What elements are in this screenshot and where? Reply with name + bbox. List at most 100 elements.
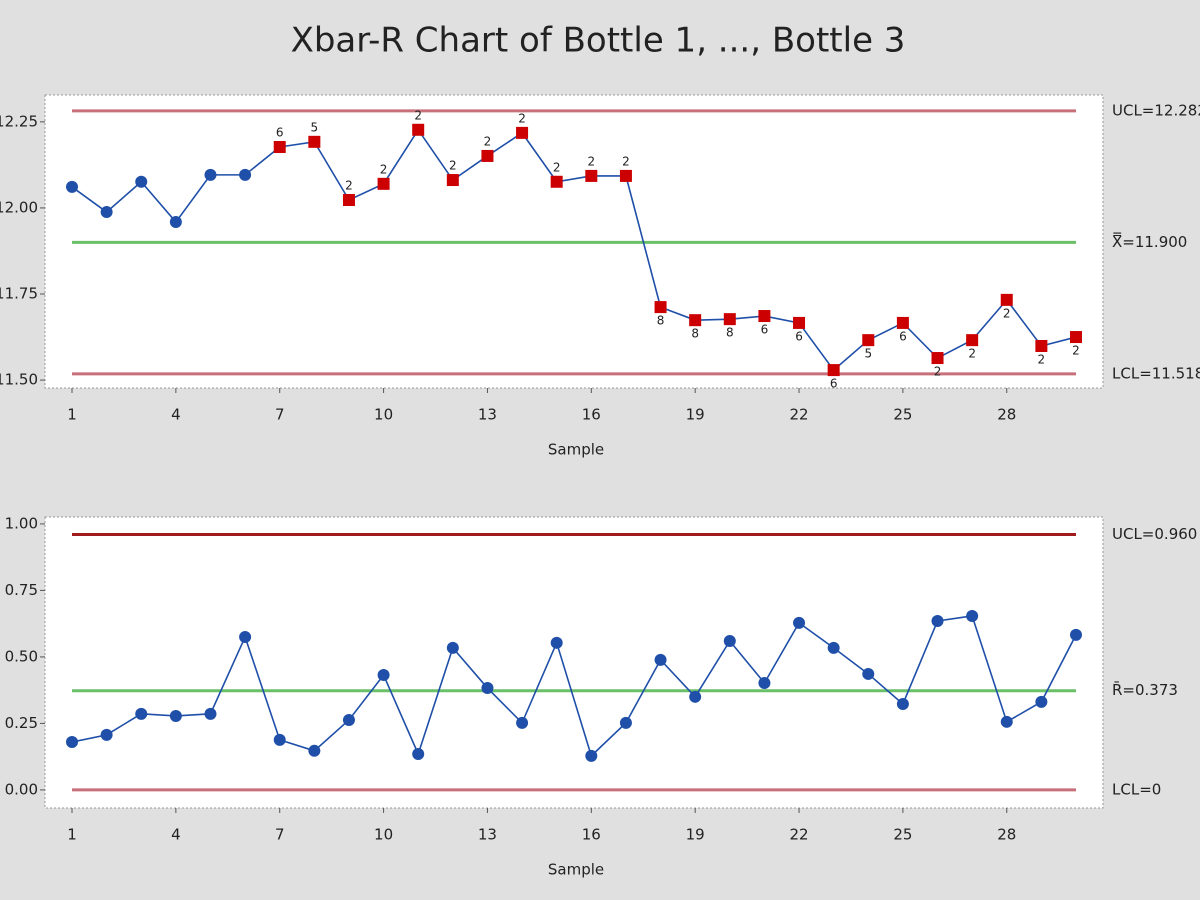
data-point xyxy=(723,634,736,647)
data-point xyxy=(100,728,113,741)
flagged-point xyxy=(966,334,979,347)
x-tick-label: 28 xyxy=(997,406,1016,424)
x-axis-label: Sample xyxy=(548,861,604,879)
x-tick-label: 19 xyxy=(686,406,705,424)
control-limit-label: X̿=11.900 xyxy=(1112,231,1187,251)
x-tick-label: 16 xyxy=(582,406,601,424)
control-limit-label: LCL=11.518 xyxy=(1112,364,1200,382)
x-tick-label: 16 xyxy=(582,826,601,844)
y-tick-label: 0.75 xyxy=(5,581,38,599)
y-tick-label: 12.00 xyxy=(0,198,38,216)
data-point xyxy=(1000,715,1013,728)
x-tick-label: 22 xyxy=(789,826,808,844)
flagged-point xyxy=(654,301,667,314)
flagged-point xyxy=(619,169,632,182)
x-tick-label: 25 xyxy=(893,826,912,844)
data-point xyxy=(862,667,875,680)
x-tick-label: 13 xyxy=(478,406,497,424)
flag-label: 2 xyxy=(553,160,561,174)
flagged-point xyxy=(516,126,529,139)
flag-label: 8 xyxy=(726,326,734,340)
flagged-point xyxy=(308,135,321,148)
control-limit-label: UCL=12.282 xyxy=(1112,101,1200,119)
flag-label: 5 xyxy=(864,347,872,361)
flag-label: 8 xyxy=(657,314,665,328)
flagged-point xyxy=(827,364,840,377)
y-tick-label: 11.50 xyxy=(0,371,38,389)
data-point xyxy=(689,690,702,703)
chart-title: Xbar-R Chart of Bottle 1, ..., Bottle 3 xyxy=(291,21,906,61)
y-tick-label: 0.25 xyxy=(5,714,38,732)
data-point xyxy=(66,180,79,193)
data-point xyxy=(239,630,252,643)
flag-label: 6 xyxy=(830,377,838,391)
control-limit-label: UCL=0.960 xyxy=(1112,525,1197,543)
flagged-point xyxy=(896,316,909,329)
x-tick-label: 19 xyxy=(686,826,705,844)
x-tick-label: 13 xyxy=(478,826,497,844)
data-point xyxy=(931,615,944,628)
data-point xyxy=(66,736,79,749)
y-tick-label: 1.00 xyxy=(5,514,38,532)
data-point xyxy=(204,168,217,181)
flagged-point xyxy=(723,313,736,326)
data-point xyxy=(239,168,252,181)
flagged-point xyxy=(1035,339,1048,352)
flagged-point xyxy=(342,194,355,207)
flagged-point xyxy=(412,123,425,136)
y-tick-label: 0.50 xyxy=(5,647,38,665)
flagged-point xyxy=(862,334,875,347)
flagged-point xyxy=(550,175,563,188)
data-point xyxy=(966,609,979,622)
x-tick-label: 25 xyxy=(893,406,912,424)
x-axis-label: Sample xyxy=(548,441,604,459)
flagged-point xyxy=(481,149,494,162)
data-line xyxy=(71,615,1077,758)
flag-label: 2 xyxy=(345,179,353,193)
data-point xyxy=(758,676,771,689)
x-tick-label: 1 xyxy=(67,826,77,844)
flagged-point xyxy=(793,316,806,329)
y-tick-label: 12.25 xyxy=(0,112,38,130)
data-point xyxy=(135,175,148,188)
data-point xyxy=(169,709,182,722)
x-tick-label: 7 xyxy=(275,406,285,424)
data-point xyxy=(1035,695,1048,708)
flag-label: 2 xyxy=(380,162,388,176)
flag-label: 2 xyxy=(449,159,457,173)
data-point xyxy=(1069,628,1082,641)
data-point xyxy=(550,636,563,649)
data-point xyxy=(896,697,909,710)
flag-label: 2 xyxy=(587,154,595,168)
flag-label: 2 xyxy=(934,365,942,379)
x-tick-label: 10 xyxy=(374,826,393,844)
flagged-point xyxy=(273,140,286,153)
data-point xyxy=(100,206,113,219)
flag-label: 2 xyxy=(518,111,526,125)
flag-label: 2 xyxy=(484,134,492,148)
data-point xyxy=(585,749,598,762)
flagged-point xyxy=(689,314,702,327)
flagged-point xyxy=(1000,293,1013,306)
data-point xyxy=(516,716,529,729)
flagged-point xyxy=(1069,331,1082,344)
flagged-point xyxy=(585,169,598,182)
flag-label: 8 xyxy=(691,327,699,341)
control-limit-label: R̄=0.373 xyxy=(1112,680,1178,699)
x-tick-label: 4 xyxy=(171,826,181,844)
flag-label: 2 xyxy=(1003,306,1011,320)
flag-label: 2 xyxy=(1038,352,1046,366)
data-point xyxy=(308,744,321,757)
y-tick-label: 0.00 xyxy=(5,780,38,798)
data-point xyxy=(654,653,667,666)
x-tick-label: 22 xyxy=(789,406,808,424)
x-tick-label: 1 xyxy=(67,406,77,424)
flagged-point xyxy=(758,310,771,323)
y-tick-label: 11.75 xyxy=(0,285,38,303)
data-point xyxy=(446,641,459,654)
data-point xyxy=(273,733,286,746)
x-tick-label: 28 xyxy=(997,826,1016,844)
x-tick-label: 4 xyxy=(171,406,181,424)
flag-label: 2 xyxy=(414,108,422,122)
